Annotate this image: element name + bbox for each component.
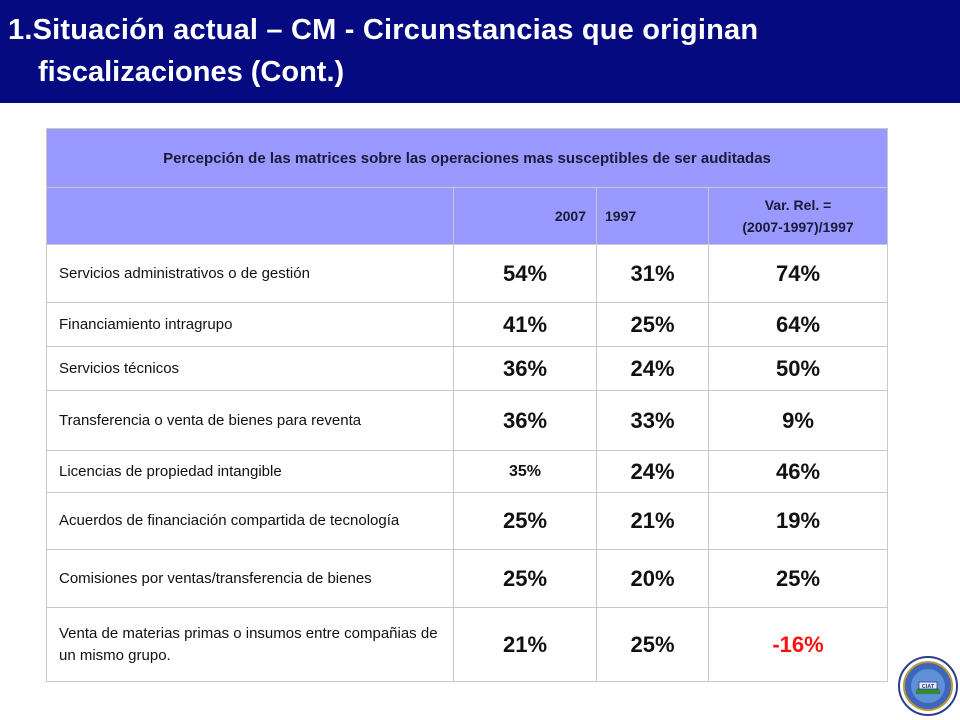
header-empty-cell xyxy=(46,187,454,245)
value-variation: 9% xyxy=(707,390,889,451)
value-variation: 50% xyxy=(707,346,889,391)
header-variation-line2: (2007-1997)/1997 xyxy=(742,219,854,235)
table-row: Servicios administrativos o de gestión 5… xyxy=(46,244,889,303)
value-1997: 33% xyxy=(596,390,709,451)
value-2007: 54% xyxy=(453,244,597,303)
value-1997: 25% xyxy=(596,302,709,347)
table-row: Venta de materias primas o insumos entre… xyxy=(46,607,889,682)
value-1997: 24% xyxy=(596,450,709,493)
value-1997: 21% xyxy=(596,492,709,550)
header-variation-line1: Var. Rel. = xyxy=(764,197,832,213)
value-2007: 36% xyxy=(453,346,597,391)
header-1997: 1997 xyxy=(596,187,709,245)
row-label: Transferencia o venta de bienes para rev… xyxy=(46,390,454,451)
value-variation: 19% xyxy=(707,492,889,550)
value-variation: 64% xyxy=(707,302,889,347)
header-2007: 2007 xyxy=(453,187,597,245)
row-label: Venta de materias primas o insumos entre… xyxy=(46,607,454,682)
seal-text: CIAT xyxy=(922,684,935,690)
table-row: Acuerdos de financiación compartida de t… xyxy=(46,492,889,550)
value-1997: 25% xyxy=(596,607,709,682)
table-row: Transferencia o venta de bienes para rev… xyxy=(46,390,889,451)
value-variation-negative: -16% xyxy=(707,607,889,682)
header-variation: Var. Rel. = (2007-1997)/1997 xyxy=(707,187,889,245)
page-title-line1: 1.Situación actual – CM - Circunstancias… xyxy=(8,14,759,46)
table-title-row: Percepción de las matrices sobre las ope… xyxy=(45,128,889,188)
table-row: Financiamiento intragrupo 41% 25% 64% xyxy=(46,302,889,347)
table-row: Comisiones por ventas/transferencia de b… xyxy=(46,549,889,608)
value-2007: 35% xyxy=(453,450,597,493)
value-variation: 46% xyxy=(707,450,889,493)
page-title-line2: fiscalizaciones (Cont.) xyxy=(38,56,345,88)
value-2007: 41% xyxy=(453,302,597,347)
table-row: Servicios técnicos 36% 24% 50% xyxy=(46,346,889,391)
value-2007: 36% xyxy=(453,390,597,451)
value-variation: 74% xyxy=(707,244,889,303)
row-label: Servicios técnicos xyxy=(46,346,454,391)
row-label: Comisiones por ventas/transferencia de b… xyxy=(46,549,454,608)
row-label: Servicios administrativos o de gestión xyxy=(46,244,454,303)
value-2007: 25% xyxy=(453,549,597,608)
data-table: Percepción de las matrices sobre las ope… xyxy=(45,128,889,682)
row-label: Licencias de propiedad intangible xyxy=(46,450,454,493)
value-variation: 25% xyxy=(707,549,889,608)
value-1997: 31% xyxy=(596,244,709,303)
title-bar: 1.Situación actual – CM - Circunstancias… xyxy=(0,0,960,103)
table-title: Percepción de las matrices sobre las ope… xyxy=(45,128,889,188)
value-2007: 25% xyxy=(453,492,597,550)
table-row: Licencias de propiedad intangible 35% 24… xyxy=(46,450,889,493)
row-label: Financiamiento intragrupo xyxy=(46,302,454,347)
ciat-seal-icon: CIAT xyxy=(898,656,958,716)
table-header-row: 2007 1997 Var. Rel. = (2007-1997)/1997 xyxy=(46,187,889,245)
value-1997: 20% xyxy=(596,549,709,608)
value-2007: 21% xyxy=(453,607,597,682)
value-1997: 24% xyxy=(596,346,709,391)
row-label: Acuerdos de financiación compartida de t… xyxy=(46,492,454,550)
